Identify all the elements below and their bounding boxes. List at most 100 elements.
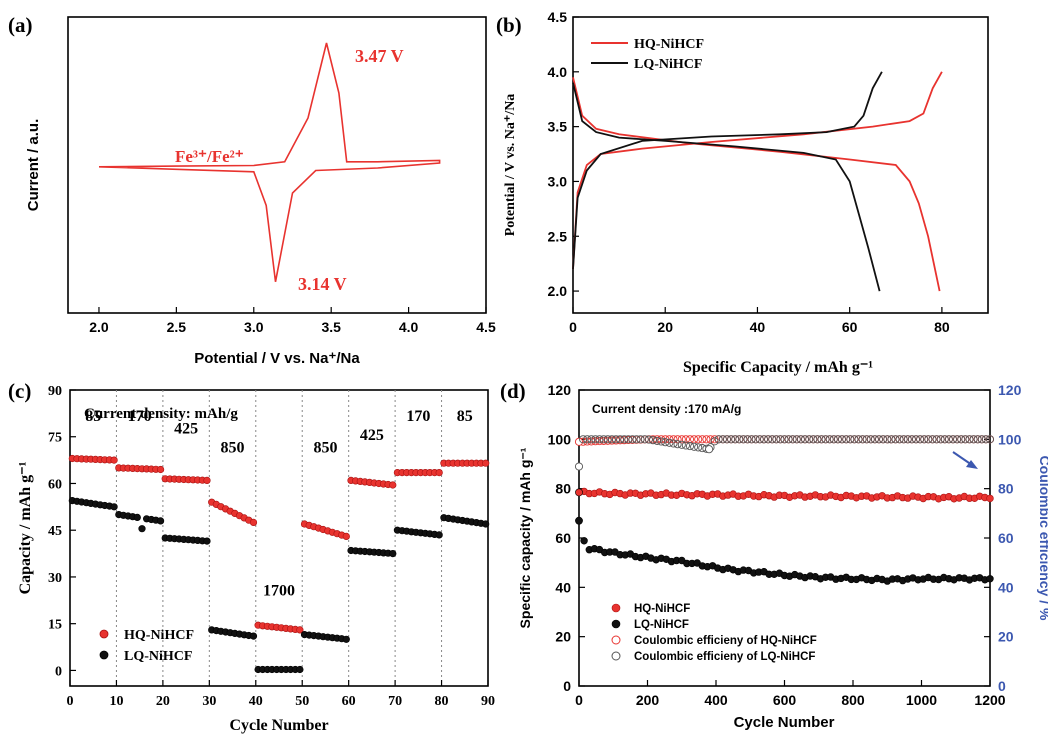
annotation-current-density-d: Current density :170 mA/g bbox=[592, 402, 741, 416]
x-tick-label-a: 2.5 bbox=[167, 319, 187, 335]
x-tick-label-b: 20 bbox=[657, 319, 673, 335]
data-point-d-3 bbox=[776, 435, 785, 444]
data-point-d-3 bbox=[948, 435, 958, 444]
legend-d-marker bbox=[611, 635, 621, 645]
data-point-d-3 bbox=[669, 439, 678, 448]
legend-c-label-lq: LQ-NiHCF bbox=[124, 649, 192, 664]
y-axis-label-d: Specific capacity / mAh g⁻¹ bbox=[517, 447, 533, 628]
x-tick-label-c: 60 bbox=[342, 694, 356, 709]
legend-d: HQ-NiHCF LQ-NiHCF Coulombic efficieny of H… bbox=[611, 603, 817, 663]
data-point-d-3 bbox=[603, 435, 612, 444]
y-tick-label-d: 100 bbox=[548, 431, 572, 447]
data-point-d-2 bbox=[587, 437, 596, 446]
data-point-d-3 bbox=[755, 435, 764, 444]
y-tick-label-c: 75 bbox=[48, 431, 62, 446]
data-point-d-3 bbox=[591, 435, 600, 444]
x-tick-label-c: 10 bbox=[109, 694, 123, 709]
data-point-d-3 bbox=[809, 435, 818, 444]
y-tick-label-d: 0 bbox=[563, 678, 571, 694]
data-point-d-3 bbox=[862, 435, 871, 444]
data-point-d-3 bbox=[710, 437, 719, 446]
legend-c-label-hq: HQ-NiHCF bbox=[124, 628, 194, 643]
x-tick-label-a: 3.0 bbox=[244, 319, 264, 335]
chart-a: 2.0 2.5 3.0 3.5 4.0 4.5 Potential / V vs. Na⁺… bbox=[25, 16, 496, 367]
data-point-d-3 bbox=[599, 435, 608, 444]
data-point-d-3 bbox=[883, 435, 892, 444]
data-point-d-3 bbox=[764, 435, 773, 444]
data-point-d-3 bbox=[653, 436, 662, 445]
data-point-d-3 bbox=[895, 435, 904, 444]
data-point-d-3 bbox=[574, 462, 584, 471]
data-point-d-3 bbox=[705, 445, 714, 454]
x-tick-label-d: 600 bbox=[773, 692, 797, 708]
data-point-d-3 bbox=[714, 435, 723, 444]
data-point-c-lq bbox=[249, 632, 258, 640]
rate-label-c: 425 bbox=[360, 427, 384, 444]
series-hq-charge-curve bbox=[572, 71, 943, 270]
data-point-d-3 bbox=[965, 435, 974, 444]
y-tick-label-b: 4.0 bbox=[548, 64, 568, 80]
panel-label-a: (a) bbox=[8, 13, 33, 37]
y-tick-label-c: 90 bbox=[48, 384, 62, 399]
legend-d-label: Coulombic efficieny of HQ-NiHCF bbox=[634, 635, 817, 647]
data-point-c-hq bbox=[435, 469, 443, 477]
data-point-d-3 bbox=[920, 435, 929, 444]
legend-b-label-hq: HQ-NiHCF bbox=[634, 37, 704, 52]
x-tick-label-b: 80 bbox=[934, 319, 950, 335]
arrow-d-head bbox=[966, 460, 978, 469]
data-point-d-3 bbox=[981, 435, 990, 444]
y2-tick-label-d: 120 bbox=[998, 382, 1022, 398]
y-tick-label-d: 60 bbox=[555, 530, 571, 546]
data-point-d-2 bbox=[702, 435, 711, 444]
x-axis-label-c: Cycle Number bbox=[229, 717, 328, 734]
curves-b bbox=[572, 71, 943, 292]
rate-label-c: 850 bbox=[313, 439, 337, 456]
data-point-d-0 bbox=[575, 488, 583, 497]
data-point-d-3 bbox=[924, 435, 933, 444]
annotation-current-density-c: Current density: mAh/g bbox=[84, 406, 238, 422]
data-point-d-3 bbox=[985, 435, 995, 444]
data-point-d-3 bbox=[657, 437, 666, 446]
data-point-d-3 bbox=[973, 435, 982, 444]
data-point-d-3 bbox=[874, 435, 884, 444]
data-point-c-lq bbox=[110, 503, 118, 511]
data-point-c-lq bbox=[342, 635, 350, 643]
annotation-peak-red: 3.14 V bbox=[298, 274, 347, 294]
cv-curve bbox=[98, 42, 441, 282]
legend-d-marker bbox=[611, 619, 621, 629]
data-point-d-3 bbox=[607, 435, 616, 444]
data-point-d-2 bbox=[694, 435, 703, 444]
data-point-d-2 bbox=[710, 435, 719, 444]
y-tick-label-d: 20 bbox=[555, 629, 571, 645]
data-point-d-2 bbox=[657, 435, 666, 444]
y-tick-label-c: 0 bbox=[55, 664, 62, 679]
data-point-d-3 bbox=[681, 441, 690, 450]
annotation-peak-ox: 3.47 V bbox=[355, 46, 404, 66]
data-point-c-hq bbox=[342, 532, 350, 541]
data-point-d-3 bbox=[743, 435, 752, 444]
y-tick-label-c: 45 bbox=[48, 524, 62, 539]
data-point-d-3 bbox=[928, 435, 937, 444]
data-point-d-3 bbox=[694, 443, 703, 452]
data-point-d-3 bbox=[916, 435, 925, 444]
data-point-d-3 bbox=[587, 435, 596, 444]
data-point-d-3 bbox=[817, 435, 826, 444]
x-tick-label-c: 40 bbox=[249, 694, 263, 709]
data-point-d-3 bbox=[907, 435, 916, 444]
legend-b-label-lq: LQ-NiHCF bbox=[634, 57, 702, 72]
data-point-d-3 bbox=[854, 435, 863, 444]
data-point-d-3 bbox=[747, 435, 756, 444]
annotation-redox-couple: Fe³⁺/Fe²⁺ bbox=[175, 147, 244, 166]
data-point-d-0 bbox=[986, 494, 994, 503]
x-tick-label-c: 30 bbox=[202, 694, 216, 709]
y2-tick-label-d: 60 bbox=[998, 530, 1014, 546]
data-point-c-hq bbox=[203, 476, 211, 485]
data-point-c-hq bbox=[110, 456, 118, 464]
data-point-d-3 bbox=[636, 435, 645, 444]
data-point-d-3 bbox=[977, 435, 986, 444]
arrow-d-shaft bbox=[952, 451, 973, 466]
data-point-d-3 bbox=[944, 435, 953, 444]
y2-tick-label-d: 80 bbox=[998, 481, 1014, 497]
chart-c: 0 10 20 30 40 50 60 70 80 90 0 15 30 45 60 75 90 85 170 42… bbox=[17, 384, 495, 734]
